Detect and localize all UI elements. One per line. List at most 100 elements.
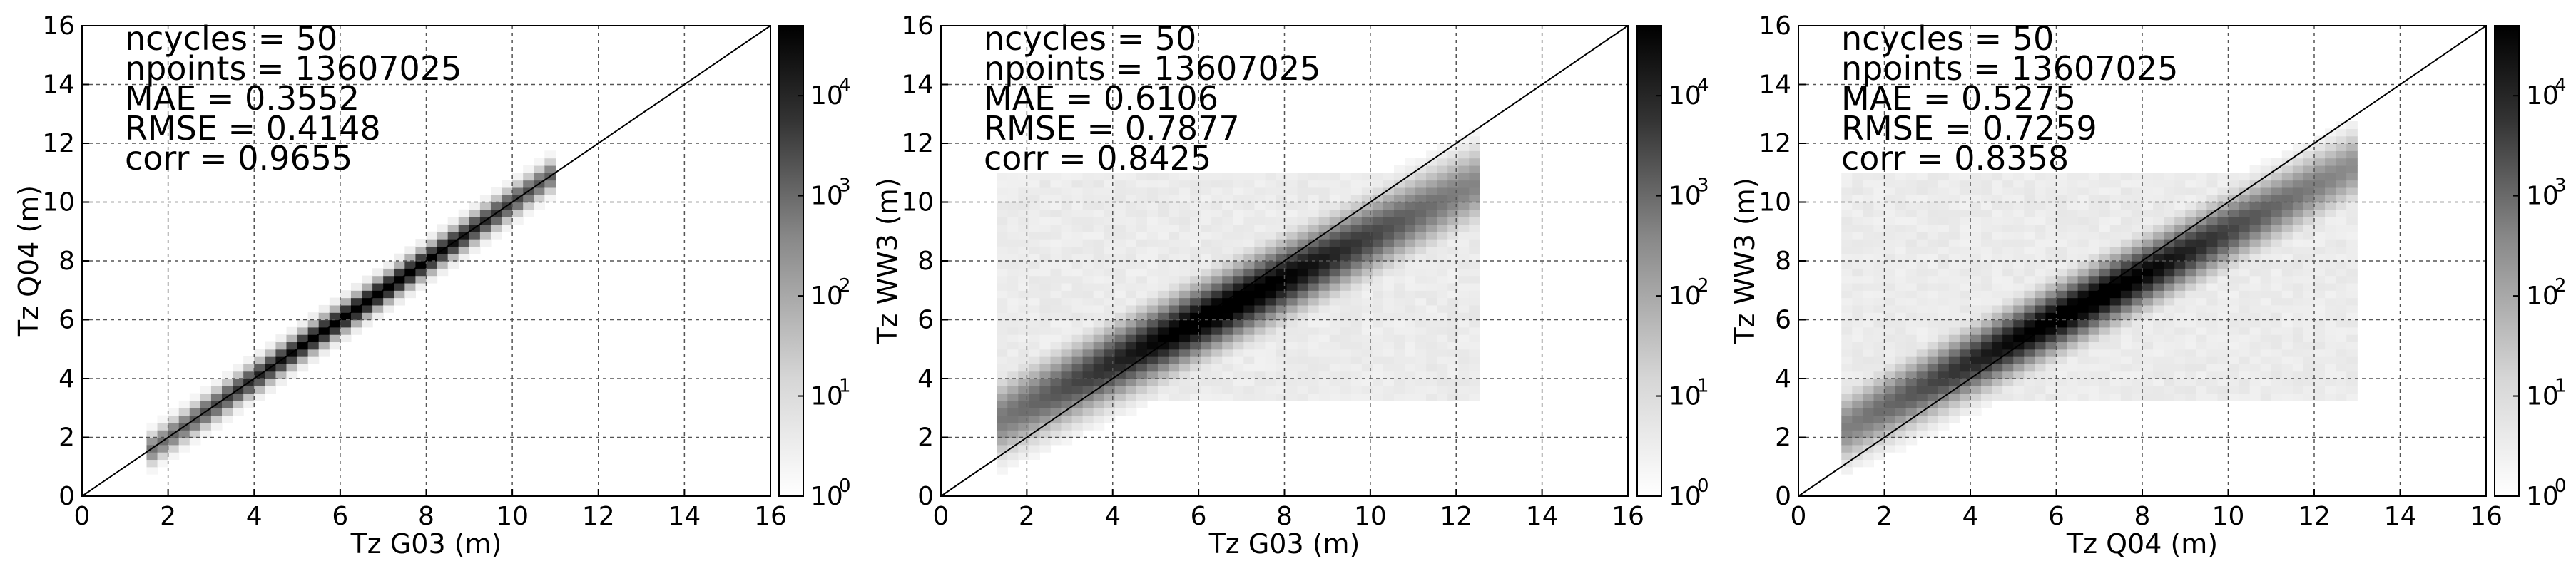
density-cell (1179, 326, 1191, 335)
density-cell (1029, 452, 1041, 461)
density-cell (1168, 246, 1180, 254)
density-cell (2142, 180, 2154, 188)
density-cell (1329, 209, 1341, 217)
density-cell (1405, 319, 1416, 328)
density-cell (1361, 393, 1373, 401)
density-cell (1905, 180, 1918, 188)
density-cell (2249, 173, 2261, 181)
density-cell (1895, 379, 1907, 386)
density-cell (1318, 290, 1330, 299)
density-cell (2045, 349, 2057, 357)
density-cell (1350, 319, 1363, 328)
density-cell (2013, 290, 2025, 299)
density-cell (404, 275, 417, 284)
density-cell (1157, 246, 1169, 254)
density-cell (1029, 393, 1041, 401)
density-cell (1447, 326, 1459, 335)
density-cell (1895, 319, 1907, 328)
density-cell (1437, 143, 1448, 151)
density-cell (1938, 173, 1950, 181)
density-cell (1233, 246, 1244, 254)
density-cell (1093, 393, 1105, 401)
density-cell (1222, 202, 1233, 210)
density-cell (1437, 349, 1448, 357)
density-cell (2164, 334, 2175, 343)
density-cell (2142, 379, 2154, 386)
density-cell (1938, 400, 1950, 408)
density-cell (2035, 379, 2047, 386)
density-cell (2164, 341, 2175, 350)
density-cell (1254, 386, 1266, 394)
density-cell (2260, 297, 2272, 306)
density-cell (1308, 180, 1320, 188)
density-cell (1082, 275, 1094, 284)
density-cell (1841, 364, 1853, 372)
density-cell (2088, 180, 2100, 188)
density-cell (1863, 452, 1875, 461)
density-cell (1007, 422, 1019, 431)
density-cell (2346, 217, 2358, 225)
density-cell (2109, 180, 2122, 188)
density-cell (1948, 312, 1960, 321)
density-cell (2120, 386, 2132, 394)
density-cell (997, 356, 1008, 364)
density-cell (1061, 173, 1073, 181)
density-cell (1201, 371, 1212, 379)
density-cell (1426, 334, 1437, 343)
density-cell (1863, 364, 1875, 372)
density-cell (2314, 312, 2326, 321)
density-cell (2056, 239, 2068, 247)
density-cell (1243, 312, 1255, 321)
density-cell (210, 386, 223, 394)
colorbar-tick-exponent: 4 (2555, 75, 2567, 96)
density-cell (1905, 187, 1918, 195)
density-cell (1959, 349, 1971, 357)
density-cell (1447, 217, 1459, 225)
density-cell (1146, 180, 1159, 188)
density-cell (2260, 180, 2272, 188)
density-cell (1938, 304, 1950, 313)
density-cell (1286, 195, 1298, 203)
density-cell (1852, 180, 1863, 188)
density-cell (1039, 202, 1052, 210)
density-cell (2099, 290, 2111, 299)
density-cell (1201, 386, 1212, 394)
density-cell (2164, 326, 2175, 335)
density-cell (1201, 379, 1212, 386)
density-cell (1286, 304, 1298, 313)
density-cell (1179, 290, 1191, 299)
density-cell (2346, 304, 2358, 313)
density-cell (1039, 195, 1052, 203)
density-cell (1093, 275, 1105, 284)
density-cell (1884, 290, 1896, 299)
density-cell (1948, 379, 1960, 386)
density-cell (2088, 187, 2100, 195)
density-cell (1146, 341, 1159, 350)
density-cell (1222, 253, 1233, 262)
density-cell (2056, 290, 2068, 299)
density-cell (2045, 253, 2057, 262)
density-cell (243, 364, 255, 372)
density-cell (2346, 187, 2358, 195)
density-cell (2314, 386, 2326, 394)
density-cell (1938, 364, 1950, 372)
density-cell (1372, 319, 1384, 328)
density-cell (2292, 312, 2304, 321)
density-cell (426, 239, 438, 247)
density-cell (2067, 261, 2079, 269)
density-cell (2077, 187, 2089, 195)
density-cell (2303, 180, 2315, 188)
density-cell (1318, 349, 1330, 357)
density-cell (1873, 444, 1885, 453)
density-cell (318, 334, 330, 343)
density-cell (1863, 430, 1875, 438)
density-cell (1841, 437, 1853, 446)
density-cell (1093, 319, 1105, 328)
density-cell (1050, 364, 1062, 372)
density-cell (1905, 282, 1918, 291)
density-cell (1265, 253, 1277, 262)
density-cell (2239, 239, 2251, 247)
density-cell (1211, 231, 1223, 240)
density-cell (1329, 261, 1341, 269)
density-cell (2109, 379, 2122, 386)
